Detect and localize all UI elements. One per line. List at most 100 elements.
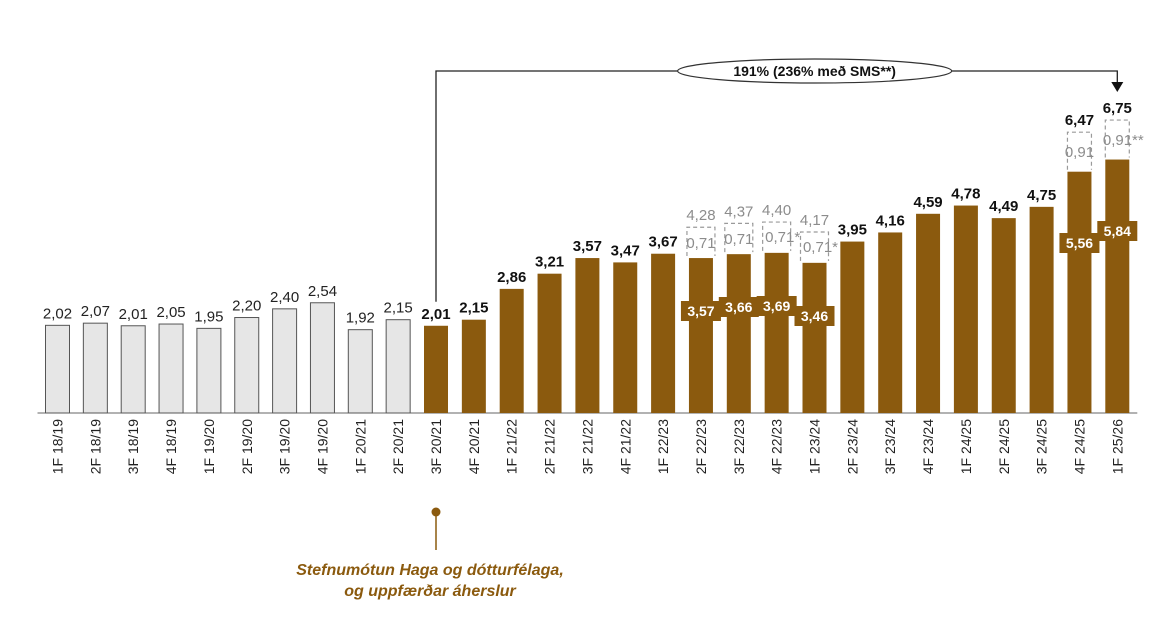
bar [82,322,108,414]
x-tick-label: 1F 19/20 [201,419,217,474]
x-tick-label: 1F 23/24 [807,419,823,474]
bar [651,253,676,413]
total-label: 4,17 [800,212,829,229]
bar [1029,206,1054,413]
total-label: 4,28 [686,207,715,224]
data-label: 3,69 [763,298,790,314]
data-label: 3,47 [611,242,640,259]
bar [196,327,222,414]
bar [916,213,941,413]
value-labels-layer: 2,02 2,07 2,01 2,05 1,95 2,20 2,40 2,54 1,92 2,15… [43,100,1144,327]
addon-label: 0,71 [686,235,715,252]
bar [878,232,903,413]
addon-segment [686,226,716,257]
addon-label: 0,91** [1103,132,1144,149]
growth-annotation-oval [677,58,953,84]
x-tick-label: 3F 22/23 [731,419,747,474]
bar [424,325,448,413]
addon-segment [1066,131,1093,170]
x-tick-label: 1F 25/26 [1109,419,1125,474]
x-tick-label: 2F 18/19 [87,419,103,474]
bar [272,308,298,414]
bar [234,317,260,414]
x-tick-label: 1F 18/19 [50,419,66,474]
data-label: 2,54 [308,283,337,300]
x-tick-label: 2F 22/23 [693,419,709,474]
bar [499,288,524,413]
data-label: 2,07 [81,303,110,320]
arrow-head-icon [1111,82,1124,92]
annotation-layer: 191% (236% með SMS**) [431,58,1124,550]
bar [688,258,713,413]
bar [575,258,600,413]
bar [120,325,146,414]
x-tick-label: 2F 20/21 [390,419,406,474]
data-label: 4,16 [876,212,905,229]
marker-dot [431,507,441,517]
data-label: 4,78 [951,186,980,203]
addon-segment [1104,119,1130,158]
x-tick-label: 4F 20/21 [466,419,482,474]
addon-segment [762,221,792,251]
data-label: 3,46 [801,308,828,324]
data-label: 3,57 [687,303,714,319]
bar [953,205,978,413]
bar [309,302,335,414]
growth-annotation-text: 191% (236% með SMS**) [733,63,896,79]
bar [537,273,562,413]
data-label-bg [1059,233,1100,253]
data-label: 1,92 [346,310,375,327]
data-label: 2,02 [43,305,72,322]
strategy-note-line-2: og uppfærðar áherslur [344,583,516,600]
data-label-bg [1097,221,1138,241]
bars-layer [37,159,1138,414]
x-tick-label: 2F 19/20 [239,419,255,474]
data-label: 2,01 [119,306,148,323]
bar [45,324,70,414]
x-tick-label: 1F 20/21 [352,419,368,474]
data-label: 4,49 [989,198,1018,215]
data-label-bg [680,301,721,321]
data-label: 2,40 [270,289,299,306]
x-tick-label: 1F 24/25 [958,419,974,474]
data-label: 2,15 [459,300,488,317]
x-tick-label: 4F 22/23 [769,419,785,474]
addons-layer [686,119,1130,261]
data-label: 4,59 [913,194,942,211]
bar [613,262,638,413]
addon-label: 0,71* [765,229,800,246]
x-tick-label: 3F 18/19 [125,419,141,474]
x-tick-label: 4F 21/22 [617,419,633,474]
data-label-bg [718,297,759,317]
x-tick-label: 2F 24/25 [996,419,1012,474]
data-label: 3,21 [535,254,564,271]
x-tick-label: 4F 24/25 [1071,419,1087,474]
total-label: 4,37 [724,203,753,220]
addon-segment [799,231,830,261]
bar [385,319,411,414]
bar [158,323,184,414]
bar [1105,159,1130,413]
x-tick-label: 3F 24/25 [1034,419,1050,474]
x-tick-label: 2F 21/22 [542,419,558,474]
data-label: 5,84 [1104,223,1131,239]
data-label: 3,95 [838,222,867,239]
bar [1067,171,1092,413]
data-label: 2,15 [384,300,413,317]
data-label: 2,86 [497,269,526,286]
data-label: 3,57 [573,238,602,255]
x-tick-label: 1F 22/23 [655,419,671,474]
total-label: 6,75 [1103,100,1132,117]
data-label: 4,75 [1027,187,1056,204]
x-tick-label: 4F 23/24 [920,419,936,474]
data-label: 1,95 [194,308,223,325]
bar [802,262,827,413]
bar [764,252,789,413]
x-tick-label: 2F 23/24 [844,419,860,474]
x-tick-label: 1F 21/22 [504,419,520,474]
bar [461,319,486,413]
x-tick-label: 3F 19/20 [277,419,293,474]
data-label: 2,20 [232,298,261,315]
bar [726,254,751,413]
